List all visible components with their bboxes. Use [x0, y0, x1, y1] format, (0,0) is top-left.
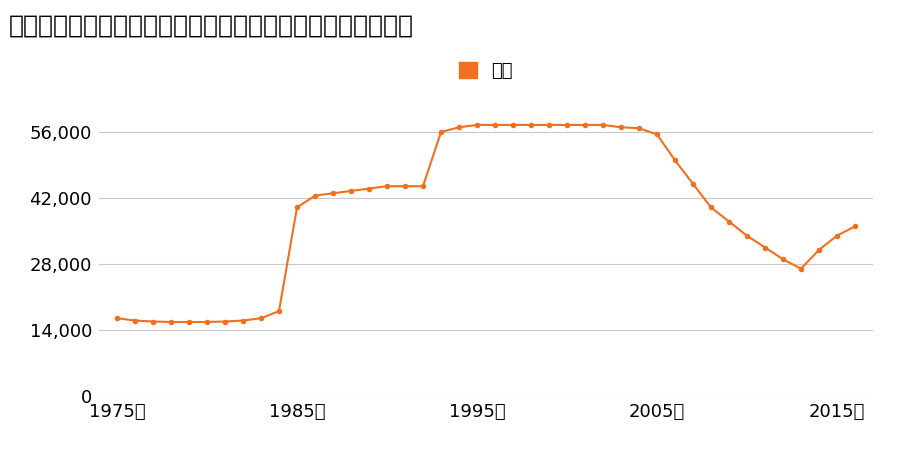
Legend: 価格: 価格	[452, 54, 520, 87]
Text: 宮城県宮城郡七ケ浜町菖蒲田浜字野山８番１０８の地価推移: 宮城県宮城郡七ケ浜町菖蒲田浜字野山８番１０８の地価推移	[9, 14, 414, 37]
